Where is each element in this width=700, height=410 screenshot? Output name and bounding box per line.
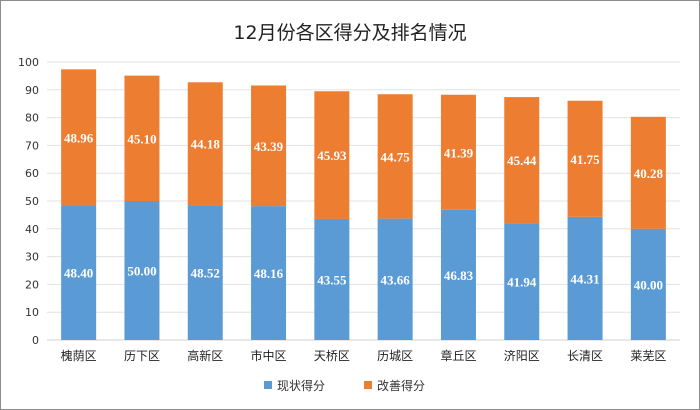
data-label: 48.16 <box>254 266 284 281</box>
y-tick-label: 20 <box>25 278 39 291</box>
x-tick-label: 长清区 <box>567 349 603 363</box>
data-label: 45.44 <box>507 153 537 168</box>
data-label: 48.96 <box>64 130 94 145</box>
y-tick-label: 50 <box>25 195 39 208</box>
bar-segment <box>61 205 97 340</box>
data-label: 44.31 <box>570 271 599 286</box>
data-label: 46.83 <box>444 268 474 283</box>
bar-segment <box>440 209 476 340</box>
bar-segment <box>377 218 413 340</box>
legend-swatch <box>264 381 272 389</box>
data-label: 45.93 <box>317 148 347 163</box>
legend-label: 改善得分 <box>377 378 425 393</box>
bar-segment <box>61 69 97 206</box>
y-tick-label: 60 <box>25 167 39 180</box>
data-label: 41.75 <box>570 152 600 167</box>
y-tick-label: 30 <box>25 251 39 264</box>
bar-segment <box>187 82 223 206</box>
bar-segment <box>251 206 287 340</box>
x-axis: 槐荫区 历下区 高新区 市中区 天桥区 历城区 章丘区 济阳区 长清区 莱芜区 <box>61 348 667 363</box>
data-label: 50.00 <box>127 264 156 279</box>
x-tick-label: 济阳区 <box>504 348 540 363</box>
bar-segment <box>187 205 223 340</box>
data-label: 43.39 <box>254 139 284 154</box>
data-label: 43.55 <box>317 272 347 287</box>
legend-swatch <box>364 381 372 389</box>
x-tick-label: 槐荫区 <box>61 348 97 363</box>
bar-segment <box>314 218 350 340</box>
bar-segment <box>567 216 603 340</box>
y-tick-label: 0 <box>32 334 39 347</box>
y-tick-label: 100 <box>18 56 39 69</box>
x-tick-label: 历城区 <box>377 349 413 363</box>
bars: 48.40 48.96 50.00 45.10 48.52 44.18 48.16 43.39… <box>61 69 666 340</box>
y-tick-label: 90 <box>25 84 39 97</box>
data-label: 41.39 <box>444 145 474 160</box>
x-tick-label: 历下区 <box>124 349 160 363</box>
y-tick-label: 70 <box>25 139 39 152</box>
legend: 现状得分 改善得分 <box>264 378 425 393</box>
x-tick-label: 莱芜区 <box>630 349 666 363</box>
x-tick-label: 天桥区 <box>314 349 350 363</box>
data-label: 45.10 <box>127 131 156 146</box>
x-tick-label: 高新区 <box>187 348 223 363</box>
data-label: 44.75 <box>381 149 411 164</box>
bar-segment <box>251 85 287 207</box>
data-label: 44.18 <box>191 137 221 152</box>
bar-segment <box>504 223 540 340</box>
x-tick-label: 市中区 <box>251 348 287 363</box>
bar-segment <box>124 75 160 201</box>
data-label: 48.52 <box>191 266 220 281</box>
data-label: 48.40 <box>64 266 93 281</box>
chart-title: 12月份各区得分及排名情况 <box>233 22 466 44</box>
data-label: 41.94 <box>507 275 537 290</box>
y-tick-label: 10 <box>25 306 39 319</box>
bar-segment <box>377 94 413 219</box>
y-tick-label: 40 <box>25 223 39 236</box>
bar-segment <box>504 97 540 224</box>
bar-segment <box>567 100 603 217</box>
legend-label: 现状得分 <box>277 378 325 393</box>
y-axis: 0 10 20 30 40 50 60 70 80 90 100 <box>18 56 39 347</box>
data-label: 40.28 <box>634 166 664 181</box>
bar-segment <box>440 94 476 210</box>
data-label: 40.00 <box>634 277 663 292</box>
data-label: 43.66 <box>381 272 411 287</box>
bar-segment <box>630 116 666 229</box>
bar-segment <box>630 228 666 340</box>
bar-segment <box>314 91 350 219</box>
x-tick-label: 章丘区 <box>440 348 476 363</box>
y-tick-label: 80 <box>25 112 39 125</box>
bar-segment <box>124 201 160 340</box>
